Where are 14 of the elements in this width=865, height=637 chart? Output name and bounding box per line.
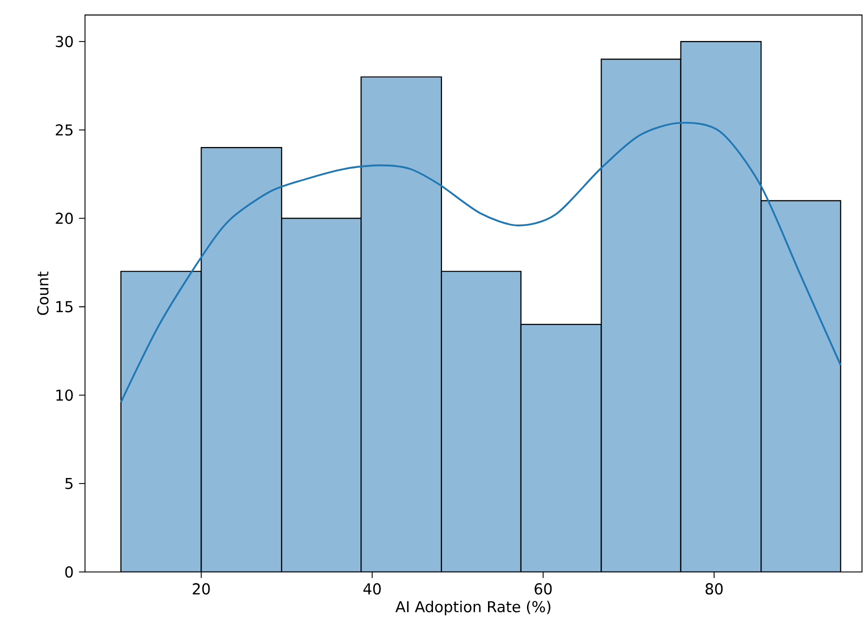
y-tick-label: 5: [65, 478, 72, 490]
x-tick-label: 80: [706, 583, 723, 595]
x-tick-label: 60: [534, 583, 552, 595]
y-axis-title: Count: [37, 272, 49, 315]
line-series: [120, 122, 842, 404]
y-tick-label: 0: [65, 566, 73, 578]
y-tick-label: 30: [56, 36, 73, 48]
y-tick-label: 25: [56, 124, 72, 136]
y-tick-label: 20: [56, 212, 73, 224]
y-tick-label: 10: [56, 389, 73, 401]
x-tick-label: 20: [192, 583, 210, 595]
x-tick-label: 40: [363, 583, 381, 595]
y-tick-label: 15: [56, 301, 72, 312]
x-axis-title: AI Adoption Rate (%): [395, 600, 550, 616]
